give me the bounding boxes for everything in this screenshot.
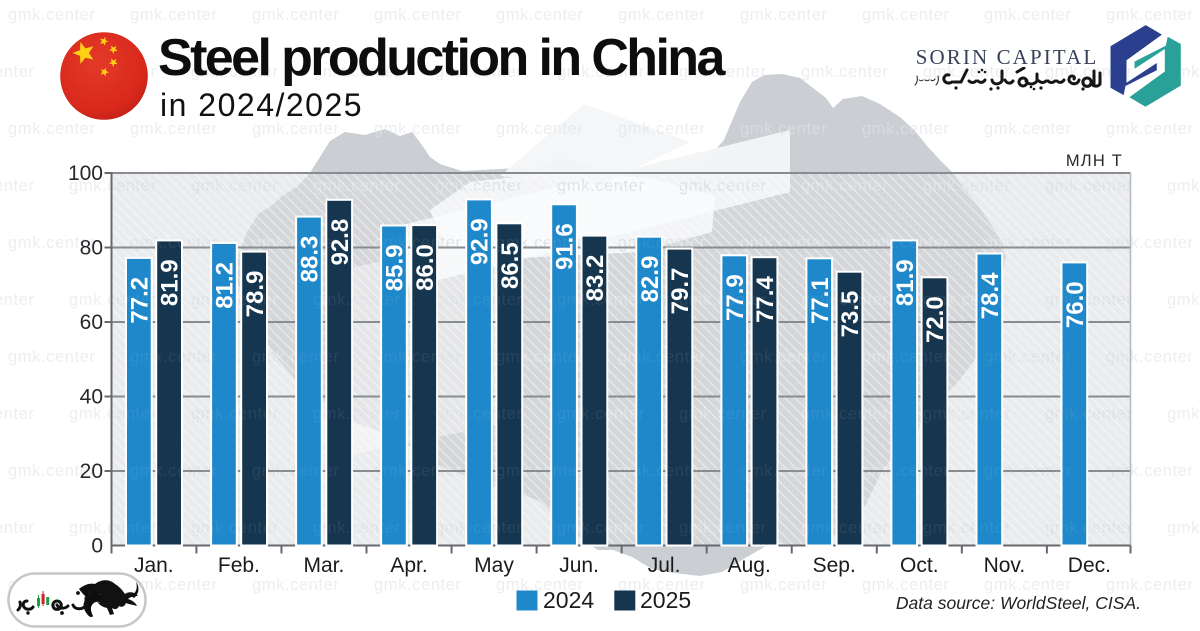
svg-text:83.2: 83.2 — [582, 255, 609, 302]
svg-text:79.7: 79.7 — [667, 268, 694, 315]
svg-text:Jan.: Jan. — [134, 554, 174, 577]
svg-text:86.5: 86.5 — [497, 242, 524, 289]
svg-text:77.1: 77.1 — [807, 277, 834, 324]
svg-text:Feb.: Feb. — [218, 554, 260, 577]
svg-text:82.9: 82.9 — [637, 256, 664, 303]
svg-text:76.0: 76.0 — [1062, 281, 1089, 328]
svg-text:0: 0 — [91, 535, 103, 558]
svg-text:85.9: 85.9 — [382, 245, 409, 292]
svg-text:40: 40 — [80, 386, 103, 409]
svg-text:60: 60 — [80, 311, 103, 334]
svg-text:78.4: 78.4 — [977, 272, 1004, 319]
svg-text:81.2: 81.2 — [212, 262, 239, 309]
svg-text:91.6: 91.6 — [552, 223, 579, 270]
svg-text:80: 80 — [80, 237, 103, 260]
svg-text:100: 100 — [68, 162, 103, 185]
svg-text:78.9: 78.9 — [242, 271, 269, 318]
svg-text:92.8: 92.8 — [327, 219, 354, 266]
svg-text:2024: 2024 — [543, 587, 594, 613]
svg-text:73.5: 73.5 — [837, 291, 864, 338]
svg-text:Oct.: Oct. — [900, 554, 939, 577]
svg-text:May: May — [474, 554, 514, 577]
svg-text:Data source: WorldSteel, CISA.: Data source: WorldSteel, CISA. — [896, 593, 1141, 613]
svg-text:81.9: 81.9 — [892, 259, 919, 306]
svg-text:Mar.: Mar. — [303, 554, 344, 577]
svg-text:Dec.: Dec. — [1068, 554, 1111, 577]
svg-text:Apr.: Apr. — [390, 554, 427, 577]
svg-text:92.9: 92.9 — [467, 218, 494, 265]
svg-text:2025: 2025 — [640, 587, 691, 613]
svg-text:77.9: 77.9 — [722, 274, 749, 321]
svg-text:88.3: 88.3 — [297, 236, 324, 283]
svg-text:86.0: 86.0 — [412, 244, 439, 291]
svg-text:Nov.: Nov. — [984, 554, 1026, 577]
svg-text:Jul.: Jul. — [648, 554, 681, 577]
svg-text:81.9: 81.9 — [157, 259, 184, 306]
svg-text:77.4: 77.4 — [752, 276, 779, 323]
svg-text:Aug.: Aug. — [728, 554, 771, 577]
svg-text:Sep.: Sep. — [813, 554, 856, 577]
svg-text:МЛН Т: МЛН Т — [1066, 152, 1123, 170]
svg-text:72.0: 72.0 — [922, 296, 949, 343]
svg-text:77.2: 77.2 — [126, 277, 153, 324]
svg-text:Jun.: Jun. — [559, 554, 599, 577]
svg-text:20: 20 — [80, 460, 103, 483]
